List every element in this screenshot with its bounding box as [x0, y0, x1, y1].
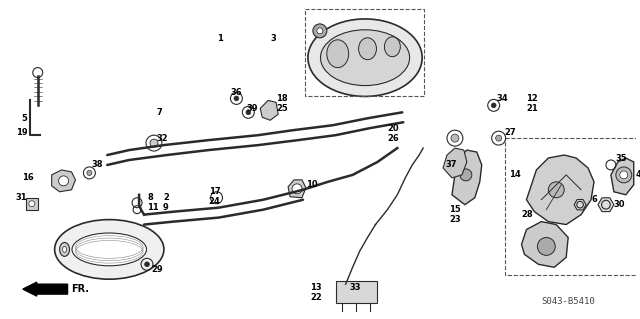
- Text: S043-B5410: S043-B5410: [541, 297, 595, 306]
- Polygon shape: [52, 170, 76, 192]
- Bar: [26, 198, 38, 210]
- Text: 29: 29: [151, 265, 163, 274]
- Ellipse shape: [385, 37, 400, 57]
- Ellipse shape: [54, 219, 164, 279]
- Text: 37: 37: [445, 160, 456, 169]
- Circle shape: [234, 96, 239, 101]
- Text: 9: 9: [163, 203, 169, 212]
- Text: 14: 14: [509, 170, 520, 179]
- Text: 20: 20: [387, 124, 399, 133]
- Polygon shape: [452, 150, 482, 205]
- Text: 19: 19: [16, 128, 28, 137]
- Circle shape: [451, 134, 459, 142]
- Circle shape: [292, 184, 302, 194]
- Text: 38: 38: [92, 160, 103, 169]
- Text: 26: 26: [387, 134, 399, 143]
- Text: 4: 4: [636, 170, 640, 179]
- Circle shape: [145, 262, 149, 267]
- Circle shape: [246, 110, 251, 115]
- Polygon shape: [443, 148, 467, 178]
- Polygon shape: [598, 198, 614, 211]
- Text: 39: 39: [246, 104, 258, 113]
- Text: 16: 16: [22, 173, 34, 182]
- Polygon shape: [288, 180, 306, 198]
- Text: 10: 10: [306, 180, 317, 189]
- Circle shape: [620, 171, 628, 179]
- Polygon shape: [260, 100, 278, 120]
- Text: 36: 36: [230, 88, 242, 97]
- Text: 5: 5: [22, 114, 28, 123]
- Text: 18: 18: [276, 94, 288, 103]
- Circle shape: [492, 103, 496, 108]
- Ellipse shape: [327, 40, 349, 68]
- Circle shape: [538, 237, 556, 255]
- Bar: [336, 281, 378, 303]
- Text: 17: 17: [209, 187, 220, 196]
- Text: 22: 22: [310, 293, 322, 301]
- Text: 7: 7: [157, 108, 163, 117]
- Circle shape: [460, 169, 472, 181]
- Text: 25: 25: [276, 104, 288, 113]
- Polygon shape: [574, 200, 586, 210]
- Text: 12: 12: [527, 94, 538, 103]
- Circle shape: [317, 28, 323, 34]
- Text: 1: 1: [216, 34, 223, 43]
- Ellipse shape: [63, 246, 67, 252]
- Ellipse shape: [358, 38, 376, 60]
- Text: 3: 3: [270, 34, 276, 43]
- Bar: [305, 9, 424, 96]
- Polygon shape: [527, 155, 594, 225]
- Text: 15: 15: [449, 205, 461, 214]
- Text: 13: 13: [310, 283, 321, 292]
- Text: 8: 8: [147, 193, 153, 202]
- Polygon shape: [611, 158, 634, 195]
- Text: 24: 24: [209, 197, 220, 206]
- Ellipse shape: [60, 242, 70, 256]
- Circle shape: [313, 24, 327, 38]
- Text: 27: 27: [504, 128, 516, 137]
- Text: 34: 34: [497, 94, 508, 103]
- Text: FR.: FR.: [72, 284, 90, 294]
- Ellipse shape: [308, 19, 422, 96]
- Text: 30: 30: [614, 200, 625, 209]
- Text: 28: 28: [522, 210, 533, 219]
- Text: 23: 23: [449, 215, 461, 224]
- Circle shape: [29, 201, 35, 207]
- Text: 33: 33: [349, 283, 361, 292]
- Text: 35: 35: [616, 153, 627, 162]
- Polygon shape: [522, 222, 568, 267]
- Text: 6: 6: [591, 195, 597, 204]
- Ellipse shape: [72, 233, 147, 266]
- Circle shape: [150, 139, 158, 147]
- Bar: [504, 138, 640, 275]
- Circle shape: [616, 167, 632, 183]
- Text: 21: 21: [527, 104, 538, 113]
- Text: 11: 11: [147, 203, 159, 212]
- Circle shape: [59, 176, 68, 186]
- Text: 32: 32: [157, 134, 168, 143]
- Circle shape: [495, 135, 502, 141]
- Ellipse shape: [321, 30, 410, 85]
- FancyArrow shape: [23, 282, 68, 296]
- Circle shape: [87, 170, 92, 175]
- Text: 31: 31: [16, 193, 28, 202]
- Circle shape: [548, 182, 564, 198]
- Text: 2: 2: [163, 193, 169, 202]
